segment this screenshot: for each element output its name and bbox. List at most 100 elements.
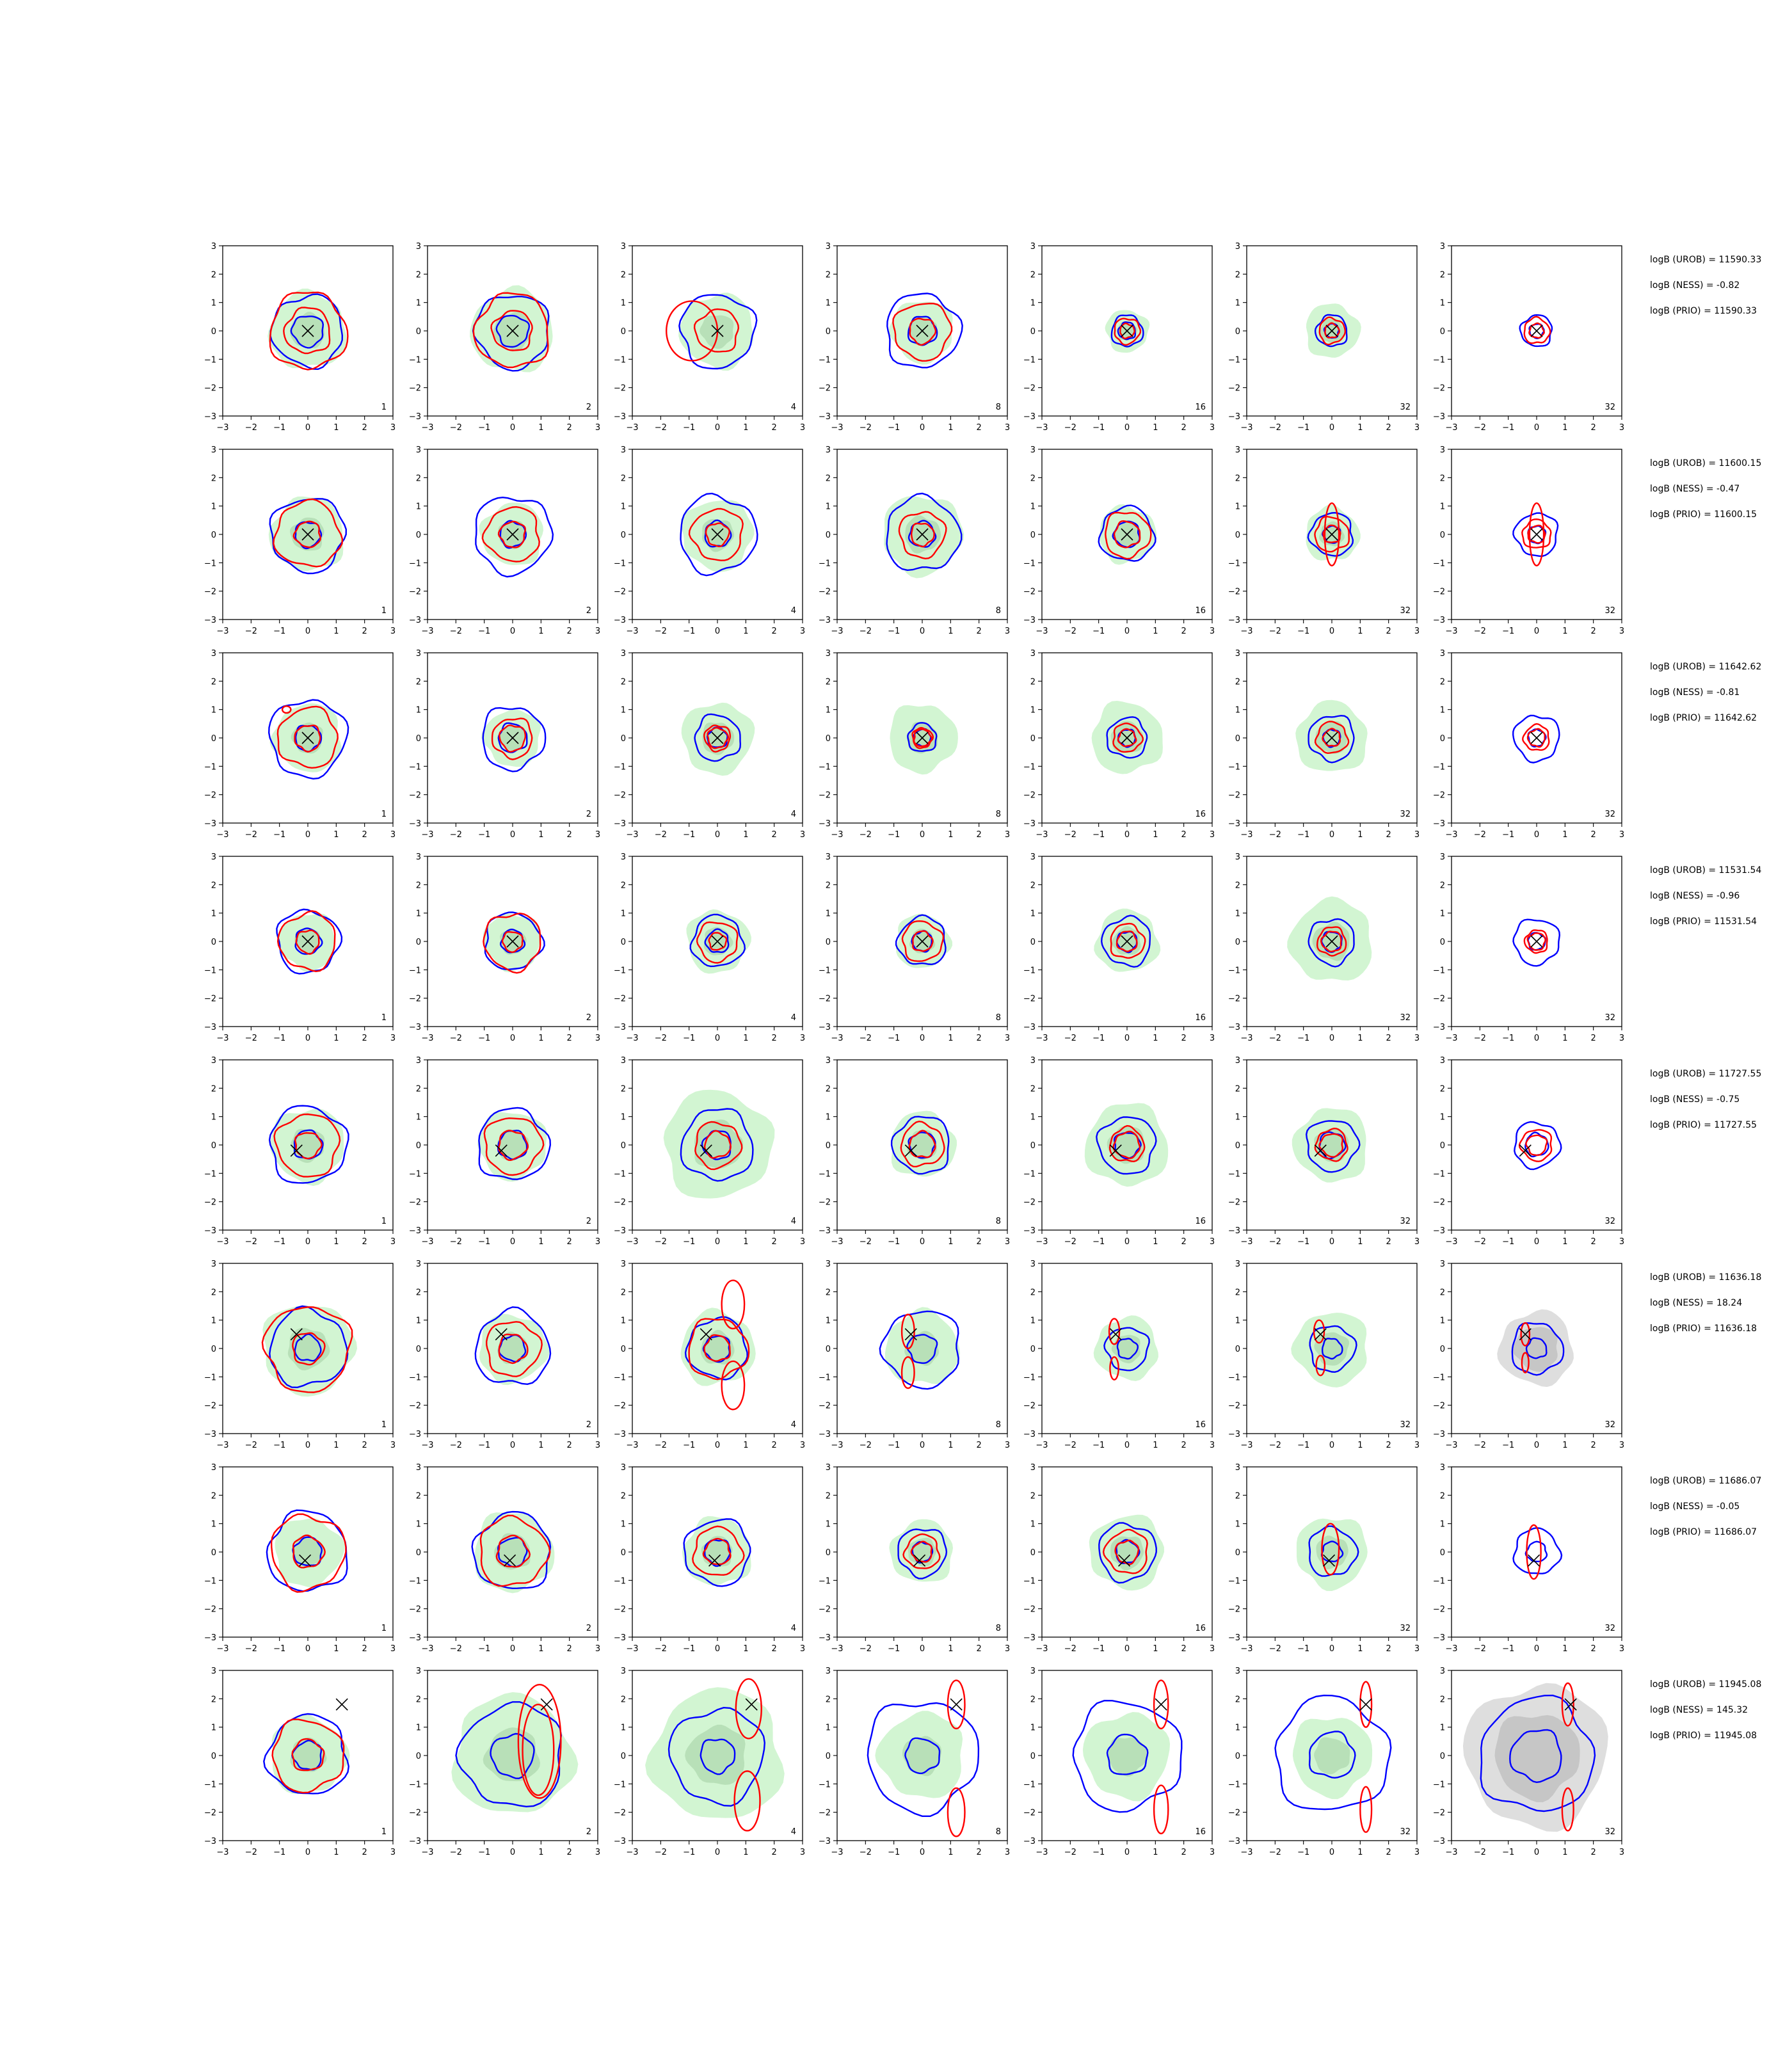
sample-count-label: 32 bbox=[1604, 1013, 1615, 1023]
y-tick-label: 1 bbox=[1030, 1316, 1036, 1326]
y-tick-label: −1 bbox=[409, 966, 421, 975]
true-marker bbox=[1325, 324, 1338, 337]
x-tick-label: −1 bbox=[1502, 423, 1514, 433]
sample-count-label: 16 bbox=[1195, 1420, 1206, 1430]
y-tick-label: −1 bbox=[819, 1373, 831, 1382]
y-tick-label: 1 bbox=[621, 1520, 626, 1530]
x-tick-label: −3 bbox=[216, 1644, 228, 1654]
sample-count-label: 16 bbox=[1195, 1013, 1206, 1023]
blue-contour bbox=[1322, 1338, 1343, 1360]
red-contour bbox=[522, 1703, 555, 1796]
panel: −3−3 −2 −2 −1 −1 0 0 1 1 2 2 3 3 32 bbox=[1228, 1260, 1420, 1450]
red-contour bbox=[900, 1120, 945, 1168]
x-tick-label: −2 bbox=[860, 1441, 872, 1450]
y-tick-label: −2 bbox=[819, 1809, 831, 1818]
y-tick-label: −3 bbox=[1023, 819, 1036, 829]
red-contour bbox=[947, 1679, 966, 1730]
x-tick-label: 3 bbox=[1005, 1848, 1010, 1857]
true-marker bbox=[1121, 732, 1133, 744]
x-tick-label: 2 bbox=[1181, 830, 1187, 840]
panel: −3−3 −2 −2 −1 −1 0 0 1 1 2 2 3 3 1 bbox=[204, 445, 396, 636]
green-density-core bbox=[1110, 721, 1144, 753]
x-tick-label: 2 bbox=[1386, 830, 1391, 840]
logb-annotation: logB (UROB) = 11636.18 bbox=[1650, 1272, 1761, 1283]
x-tick-label: 1 bbox=[1562, 1034, 1567, 1043]
x-tick-label: 3 bbox=[1414, 1237, 1420, 1247]
x-tick-label: 0 bbox=[510, 830, 515, 840]
blue-contour bbox=[478, 1107, 552, 1180]
red-contour bbox=[688, 1318, 750, 1380]
x-tick-label: −2 bbox=[1474, 1034, 1486, 1043]
y-tick-label: −2 bbox=[409, 1402, 421, 1411]
panel: −3−3 −2 −2 −1 −1 0 0 1 1 2 2 3 3 8 bbox=[819, 1056, 1010, 1247]
y-tick-label: −1 bbox=[614, 355, 626, 365]
x-tick-label: −2 bbox=[655, 830, 667, 840]
red-contour bbox=[1116, 930, 1138, 952]
true-marker bbox=[1109, 1144, 1122, 1157]
y-tick-label: 1 bbox=[1440, 1520, 1445, 1530]
y-tick-label: −3 bbox=[819, 616, 831, 625]
x-tick-label: −3 bbox=[1445, 627, 1457, 636]
true-marker bbox=[1325, 935, 1338, 948]
y-tick-label: 3 bbox=[1030, 852, 1036, 862]
x-tick-label: 2 bbox=[1181, 1644, 1187, 1654]
blue-contour bbox=[895, 914, 947, 966]
plot-area bbox=[1089, 1514, 1164, 1591]
x-tick-label: −1 bbox=[1092, 1644, 1105, 1654]
y-tick-label: 2 bbox=[1030, 1695, 1036, 1704]
y-tick-label: −1 bbox=[204, 1780, 216, 1789]
y-tick-label: 0 bbox=[211, 1548, 216, 1558]
true-marker bbox=[1325, 528, 1338, 541]
axes-frame bbox=[1451, 1059, 1622, 1231]
y-tick-label: −2 bbox=[614, 1198, 626, 1208]
y-tick-label: 0 bbox=[1030, 1345, 1036, 1354]
y-tick-label: −1 bbox=[819, 1576, 831, 1586]
plot-area bbox=[879, 1307, 960, 1390]
x-tick-label: −3 bbox=[421, 1237, 433, 1247]
true-marker bbox=[495, 1328, 508, 1341]
x-tick-label: −2 bbox=[1269, 830, 1281, 840]
blue-contour bbox=[499, 929, 526, 954]
y-tick-label: −3 bbox=[819, 819, 831, 829]
x-tick-label: −1 bbox=[683, 423, 695, 433]
plot-area bbox=[1306, 502, 1361, 566]
blue-contour bbox=[1106, 716, 1148, 759]
logb-annotation: logB (PRIO) = 11590.33 bbox=[1650, 306, 1757, 316]
blue-contour bbox=[680, 1108, 754, 1182]
y-tick-label: −3 bbox=[1023, 1430, 1036, 1439]
x-tick-label: 0 bbox=[510, 1034, 515, 1043]
panel: −3−3 −2 −2 −1 −1 0 0 1 1 2 2 3 3 2 bbox=[409, 242, 600, 433]
blue-contour bbox=[263, 1713, 350, 1795]
y-tick-label: 2 bbox=[826, 677, 831, 687]
y-tick-label: 2 bbox=[826, 1695, 831, 1704]
green-density-core bbox=[293, 1537, 324, 1568]
red-contour bbox=[1316, 926, 1347, 957]
y-tick-label: 1 bbox=[1235, 1113, 1240, 1123]
y-tick-label: 1 bbox=[1440, 502, 1445, 512]
red-contour bbox=[1114, 317, 1142, 346]
plot-area bbox=[268, 496, 348, 575]
red-contour bbox=[295, 929, 320, 955]
x-tick-label: 3 bbox=[1619, 1848, 1624, 1857]
plot-area bbox=[1098, 504, 1157, 565]
red-contour bbox=[483, 1117, 545, 1176]
x-tick-label: −1 bbox=[1297, 1237, 1309, 1247]
true-marker bbox=[335, 1698, 348, 1711]
x-tick-label: 0 bbox=[920, 627, 925, 636]
sample-count-label: 32 bbox=[1604, 403, 1615, 412]
plot-area bbox=[263, 1698, 350, 1795]
sample-count-label: 8 bbox=[996, 1217, 1001, 1226]
y-tick-label: 0 bbox=[211, 734, 216, 744]
sample-count-label: 4 bbox=[791, 1420, 796, 1430]
y-tick-label: 3 bbox=[826, 1463, 831, 1473]
plot-area bbox=[1084, 1103, 1169, 1187]
y-tick-label: −1 bbox=[1023, 1169, 1036, 1179]
y-tick-label: −2 bbox=[1023, 1809, 1036, 1818]
y-tick-label: −1 bbox=[819, 966, 831, 975]
x-tick-label: 0 bbox=[1329, 1237, 1334, 1247]
x-tick-label: −1 bbox=[683, 1441, 695, 1450]
y-tick-label: 3 bbox=[1440, 649, 1445, 659]
y-tick-label: −3 bbox=[1023, 616, 1036, 625]
red-contour bbox=[1518, 1129, 1553, 1162]
red-contour bbox=[1521, 1352, 1530, 1373]
